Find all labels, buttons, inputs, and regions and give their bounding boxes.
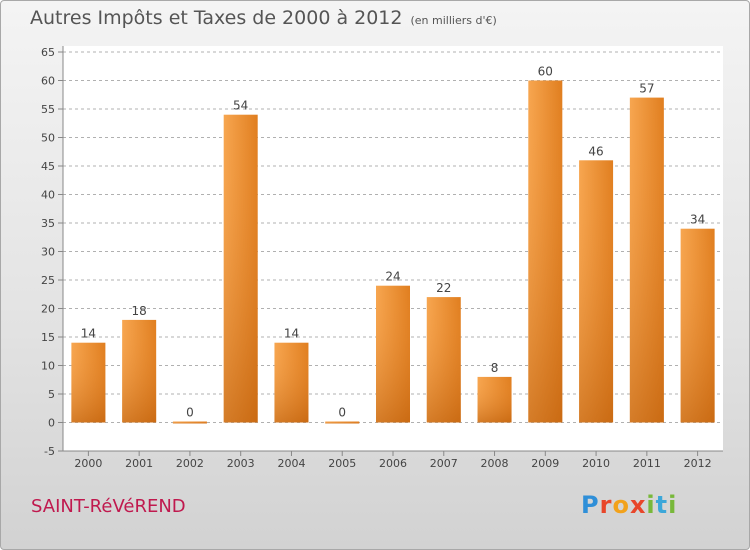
bar-2001: [122, 319, 157, 423]
commune-name: SAINT-RéVéREND: [31, 496, 186, 517]
chart-title-text: Autres Impôts et Taxes de 2000 à 2012: [30, 7, 403, 29]
bar-shade: [122, 319, 157, 423]
x-tick-label: 2006: [379, 457, 407, 470]
bar-2007: [426, 297, 461, 423]
bar-shade: [325, 421, 360, 424]
x-tick-label: 2012: [684, 457, 712, 470]
data-label: 60: [538, 65, 553, 79]
chart-title: Autres Impôts et Taxes de 2000 à 2012 (en…: [30, 7, 497, 29]
x-tick-label: 2008: [481, 457, 509, 470]
y-tick-label: 0: [48, 417, 55, 430]
data-label: 18: [132, 304, 147, 318]
bar-2002: [172, 421, 207, 424]
y-tick-label: 50: [41, 132, 55, 145]
bar-2008: [477, 376, 512, 423]
y-tick-label: 65: [41, 46, 55, 59]
bar-2003: [223, 114, 258, 423]
x-tick-label: 2005: [328, 457, 356, 470]
bar-shade: [579, 160, 614, 423]
axis-layer: -5 0 5 10 15 20 25 30 35 40 45 50 55 60 65 2000 2001 2002…: [41, 46, 723, 470]
data-label: 22: [436, 281, 451, 295]
bar-2012: [680, 228, 715, 423]
bar-shade: [274, 342, 309, 423]
bar-2009: [528, 80, 563, 423]
data-label: 14: [284, 327, 299, 341]
data-label: 0: [338, 406, 346, 420]
y-tick-label: 20: [41, 303, 55, 316]
bar-2005: [325, 421, 360, 424]
data-label: 54: [233, 99, 248, 113]
data-label: 0: [186, 406, 194, 420]
bar-shade: [629, 97, 664, 423]
data-label: 46: [588, 144, 603, 158]
bar-shade: [172, 421, 207, 424]
bar-2000: [71, 342, 106, 423]
y-tick-label: 55: [41, 103, 55, 116]
y-tick-label: 25: [41, 274, 55, 287]
y-tick-label: -5: [44, 445, 55, 458]
proxiti-logo: Proxiti: [581, 491, 678, 519]
y-tick-label: 15: [41, 331, 55, 344]
x-tick-label: 2011: [633, 457, 661, 470]
x-tick-label: 2007: [430, 457, 458, 470]
x-tick-label: 2003: [227, 457, 255, 470]
data-label: 24: [385, 270, 400, 284]
y-tick-label: 35: [41, 217, 55, 230]
bar-2006: [376, 285, 410, 423]
y-tick-label: 30: [41, 246, 55, 259]
bar-shade: [477, 376, 512, 423]
x-tick-label: 2009: [531, 457, 559, 470]
bar-shade: [376, 285, 410, 423]
bar-shade: [71, 342, 106, 423]
bar-shade: [528, 80, 563, 423]
x-tick-label: 2000: [74, 457, 102, 470]
x-tick-label: 2002: [176, 457, 204, 470]
y-tick-label: 10: [41, 360, 55, 373]
x-tick-label: 2001: [125, 457, 153, 470]
bar-2010: [579, 160, 614, 423]
bar-shade: [426, 297, 461, 423]
bar-shade: [223, 114, 258, 423]
bar-2011: [629, 97, 664, 423]
bar-2004: [274, 342, 309, 423]
y-tick-label: 40: [41, 189, 55, 202]
data-label: 57: [639, 82, 654, 96]
data-label: 34: [690, 213, 705, 227]
data-label: 8: [491, 361, 499, 375]
bar-shade: [680, 228, 715, 423]
y-tick-label: 60: [41, 75, 55, 88]
x-tick-label: 2004: [277, 457, 305, 470]
x-tick-label: 2010: [582, 457, 610, 470]
chart-subtitle: (en milliers d'€): [410, 14, 497, 27]
data-label: 14: [81, 327, 96, 341]
bars-layer: 14 18 0 54 14 0 24 22 8 60 46 57 34: [71, 65, 715, 424]
y-tick-label: 5: [48, 388, 55, 401]
y-tick-label: 45: [41, 160, 55, 173]
